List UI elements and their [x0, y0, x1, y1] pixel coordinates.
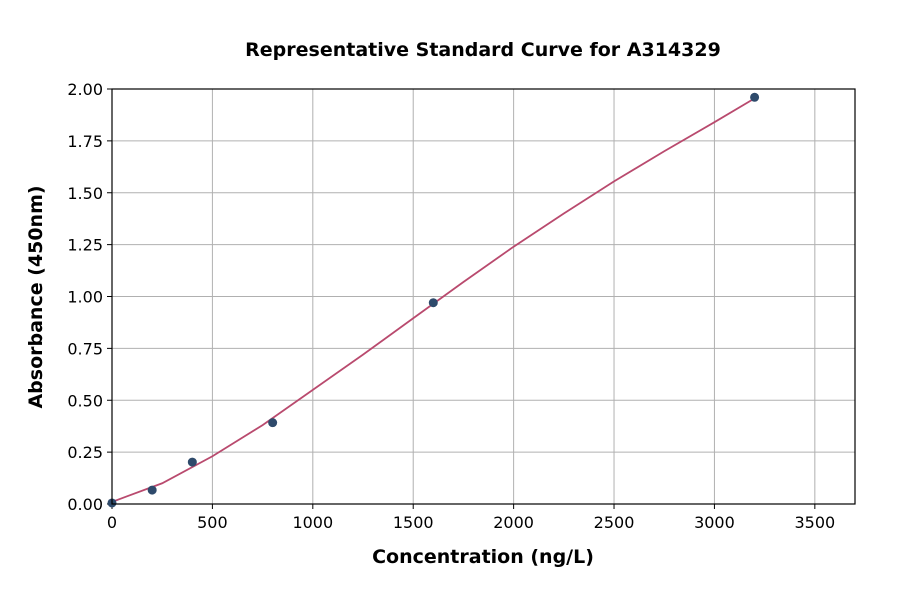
y-tick-label: 1.00 — [67, 288, 103, 307]
data-point — [428, 298, 438, 308]
fit-curve-line — [111, 97, 756, 503]
y-tick-label: 0.00 — [67, 495, 103, 514]
y-tick-label: 1.75 — [67, 132, 103, 151]
y-tick-label: 1.25 — [67, 236, 103, 255]
x-tick-label: 3000 — [694, 513, 735, 532]
data-point — [147, 485, 157, 495]
y-axis-label: Absorbance (450nm) — [25, 185, 47, 408]
data-point — [750, 92, 760, 102]
data-point — [187, 457, 197, 467]
y-tick-label: 0.75 — [67, 339, 103, 358]
x-tick-label: 1000 — [292, 513, 333, 532]
x-tick-label: 2500 — [594, 513, 635, 532]
y-tick-label: 0.50 — [67, 391, 103, 410]
y-tick-label: 2.00 — [67, 80, 103, 99]
y-tick-label: 1.50 — [67, 184, 103, 203]
y-tick-label: 0.25 — [67, 443, 103, 462]
x-tick-label: 3500 — [794, 513, 835, 532]
chart-title: Representative Standard Curve for A31432… — [245, 39, 721, 61]
x-tick-label: 2000 — [493, 513, 534, 532]
x-tick-label: 1500 — [393, 513, 434, 532]
x-axis-label: Concentration (ng/L) — [372, 546, 594, 568]
data-point — [268, 418, 278, 428]
x-tick-label: 500 — [197, 513, 228, 532]
x-tick-label: 0 — [107, 513, 117, 532]
plot-frame — [111, 88, 856, 505]
